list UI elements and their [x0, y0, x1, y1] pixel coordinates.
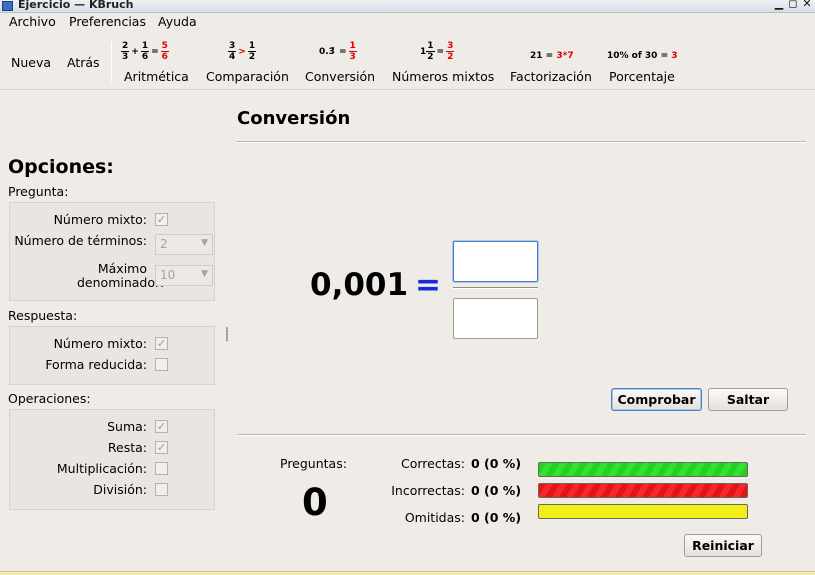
comparison-icon: 3 4 >1 2 — [228, 41, 257, 62]
factorization-icon: 21 = 3*7 — [530, 51, 574, 61]
incorrect-value: 0 (0 %) — [471, 483, 522, 498]
check-button[interactable]: Comprobar — [611, 388, 702, 411]
menu-archivo[interactable]: Archivo — [9, 14, 56, 29]
menu-ayuda[interactable]: Ayuda — [158, 14, 197, 29]
reset-button[interactable]: Reiniciar — [684, 534, 762, 557]
chevron-down-icon: ▼ — [201, 269, 208, 279]
toolbar-separator — [111, 42, 112, 82]
division-checkbox[interactable] — [155, 483, 168, 496]
title-bar: Ejercicio — KBruch ▁ ◻ ✕ — [0, 0, 815, 13]
operations-group-label: Operaciones: — [8, 391, 91, 406]
reduced-form-checkbox[interactable] — [155, 358, 168, 371]
divider-top — [237, 141, 806, 143]
multiplication-checkbox[interactable] — [155, 462, 168, 475]
answer-mixed-label: Número mixto: — [53, 336, 147, 351]
conversion-icon: 0.3̄ = 1 3 — [319, 41, 357, 62]
skipped-label: Omitidas: — [404, 510, 465, 525]
correct-label: Correctas: — [400, 456, 465, 471]
chevron-down-icon: ▼ — [201, 238, 208, 248]
skip-button[interactable]: Saltar — [708, 388, 788, 411]
skipped-bar — [538, 504, 748, 519]
minimize-button[interactable]: ▁ — [774, 0, 784, 10]
toolbar: Nueva Atrás 2 3 +1 6 = 5 6 Aritmética 3 4 >1 2 Co… — [0, 32, 815, 90]
tool-conversion-label: Conversión — [305, 69, 376, 84]
options-title: Opciones: — [8, 156, 114, 178]
denominator-input[interactable] — [453, 298, 538, 339]
numerator-input[interactable] — [453, 241, 538, 282]
maximize-button[interactable]: ◻ — [788, 0, 798, 10]
max-denominator-label: Máximo denominador: — [77, 261, 165, 290]
subtraction-checkbox[interactable]: ✓ — [155, 441, 168, 454]
questions-label: Preguntas: — [280, 456, 347, 471]
multiplication-label: Multiplicación: — [56, 461, 147, 476]
splitter-handle[interactable] — [226, 327, 228, 341]
window-bottom-edge — [0, 571, 815, 575]
terms-select[interactable]: 2 ▼ — [155, 234, 213, 255]
question-group-label: Pregunta: — [8, 184, 69, 199]
answer-group-label: Respuesta: — [8, 308, 78, 323]
equals-sign: = — [415, 267, 441, 303]
tool-factorization-label: Factorización — [510, 69, 592, 84]
close-button[interactable]: ✕ — [802, 0, 812, 10]
incorrect-label: Incorrectas: — [391, 483, 465, 498]
incorrect-bar — [538, 483, 748, 498]
divider-bottom — [237, 434, 806, 436]
back-button[interactable]: Atrás — [67, 55, 100, 70]
tool-mixed-numbers-label: Números mixtos — [392, 69, 495, 84]
question-value: 0,001 — [310, 267, 409, 303]
tool-arithmetic-label: Aritmética — [124, 69, 189, 84]
mixed-numbers-icon: 1 1 2 = 3 2 — [420, 41, 455, 62]
terms-label: Número de términos: — [14, 233, 147, 248]
reduced-form-label: Forma reducida: — [45, 357, 147, 372]
answer-group: Número mixto: ✓ Forma reducida: — [9, 326, 215, 385]
tool-percentage-label: Porcentaje — [609, 69, 675, 84]
tool-comparison-label: Comparación — [206, 69, 289, 84]
question-group: Número mixto: ✓ Número de términos: 2 ▼ M… — [9, 202, 215, 301]
sum-checkbox[interactable]: ✓ — [155, 420, 168, 433]
fraction-bar — [453, 287, 538, 289]
menu-bar: Archivo Preferencias Ayuda — [0, 13, 815, 32]
percentage-icon: 10% of 30 = 3 — [607, 51, 678, 61]
question-mixed-label: Número mixto: — [53, 212, 147, 227]
menu-preferencias[interactable]: Preferencias — [69, 14, 146, 29]
sum-label: Suma: — [107, 419, 147, 434]
correct-bar — [538, 462, 748, 477]
max-denominator-select[interactable]: 10 ▼ — [155, 265, 213, 286]
answer-mixed-checkbox[interactable]: ✓ — [155, 337, 168, 350]
arithmetic-icon: 2 3 +1 6 = 5 6 — [121, 41, 169, 62]
division-label: División: — [93, 482, 147, 497]
skipped-value: 0 (0 %) — [471, 510, 522, 525]
window-title: Ejercicio — KBruch — [18, 0, 134, 11]
questions-count: 0 — [302, 481, 328, 524]
correct-value: 0 (0 %) — [471, 456, 522, 471]
new-button[interactable]: Nueva — [11, 55, 52, 70]
exercise-title: Conversión — [237, 108, 351, 129]
question-mixed-checkbox[interactable]: ✓ — [155, 213, 168, 226]
subtraction-label: Resta: — [107, 440, 147, 455]
app-icon — [2, 1, 13, 11]
operations-group: Suma: ✓ Resta: ✓ Multiplicación: Divisió… — [9, 409, 215, 510]
